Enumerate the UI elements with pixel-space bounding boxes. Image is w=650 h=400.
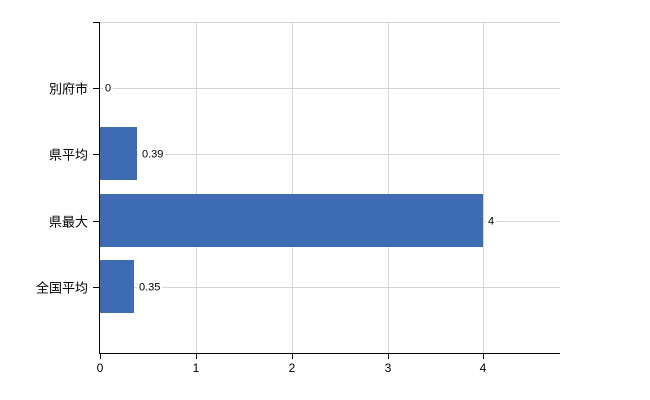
y-axis-line — [99, 22, 100, 354]
bar — [100, 260, 134, 313]
x-axis-tick-label: 2 — [288, 361, 296, 375]
y-axis-tick — [93, 88, 99, 89]
vertical-gridline — [483, 22, 484, 353]
category-label: 県平均 — [48, 147, 88, 163]
bar — [100, 127, 137, 180]
horizontal-gridline — [100, 88, 560, 89]
x-axis-tick — [292, 354, 293, 359]
horizontal-gridline — [100, 154, 560, 155]
bar-value-label: 0.35 — [137, 281, 163, 295]
plot-top-border — [100, 22, 560, 23]
y-axis-tick — [93, 287, 99, 288]
bar — [100, 194, 483, 247]
vertical-gridline — [292, 22, 293, 353]
vertical-gridline — [388, 22, 389, 353]
category-label: 全国平均 — [35, 280, 88, 296]
plot-area: 0 1 2 3 4 別府市 0 県平均 0.39 県最大 4 全国平均 0.35 — [36, 22, 560, 375]
category-label: 別府市 — [48, 81, 88, 97]
x-axis-tick-label: 0 — [96, 361, 104, 375]
y-axis-end-tick — [93, 22, 99, 23]
bar-value-label: 0.39 — [140, 148, 166, 162]
x-axis-tick-label: 4 — [479, 361, 487, 375]
x-axis-line — [99, 353, 560, 354]
x-axis-tick — [196, 354, 197, 359]
vertical-gridline — [196, 22, 197, 353]
x-axis-tick — [483, 354, 484, 359]
bar-value-label: 0 — [103, 82, 114, 96]
x-axis-tick — [388, 354, 389, 359]
category-label: 県最大 — [48, 214, 88, 230]
x-axis-tick-label: 3 — [384, 361, 392, 375]
y-axis-tick — [93, 154, 99, 155]
x-axis-tick-label: 1 — [192, 361, 200, 375]
y-axis-tick — [93, 221, 99, 222]
horizontal-gridline — [100, 287, 560, 288]
bar-value-label: 4 — [486, 215, 497, 229]
x-axis-tick — [100, 354, 101, 359]
